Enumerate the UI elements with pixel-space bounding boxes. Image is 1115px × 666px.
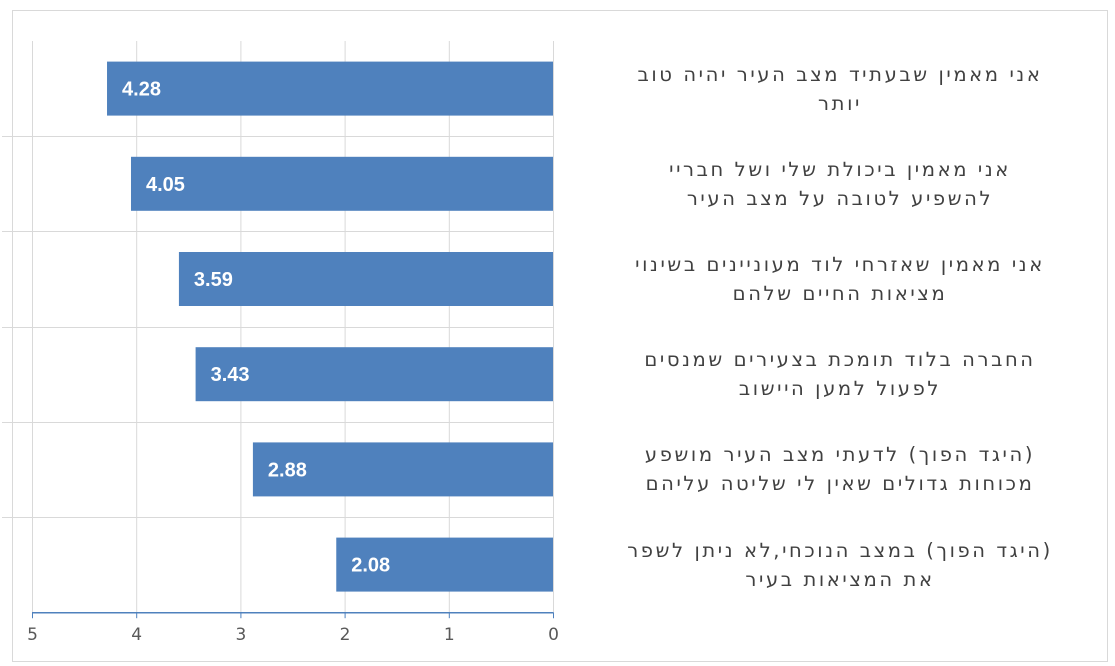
category-label-line: מציאות החיים שלהם	[732, 282, 948, 305]
bar-value-label: 2.08	[351, 555, 390, 577]
bar-value-label: 4.05	[146, 174, 185, 196]
x-tick-label: 5	[27, 625, 38, 645]
x-axis: 0 1 2 3 4 5	[27, 611, 559, 645]
category-label: החברה בלוד תומכת בצעירים שמנסים לפעול למע…	[580, 345, 1100, 403]
bar-4	[195, 347, 553, 402]
x-tick-label: 1	[444, 625, 455, 645]
x-tick-label: 2	[340, 625, 351, 645]
category-label: אני מאמין שבעתיד מצב העיר יהיה טוב יותר	[580, 60, 1100, 118]
category-label: (היגד הפוך) במצב הנוכחי,לא ניתן לשפר את ה…	[580, 536, 1100, 594]
category-label-line: אני מאמין שבעתיד מצב העיר יהיה טוב	[637, 62, 1043, 86]
bar-2	[130, 156, 554, 211]
bar-6	[336, 537, 553, 592]
category-label-line: (היגד הפוך) במצב הנוכחי,לא ניתן לשפר	[627, 538, 1053, 562]
bar-value-label: 3.59	[194, 269, 233, 291]
bar-5	[252, 442, 554, 497]
category-label-line: לפעול למען היישוב	[738, 377, 942, 401]
bar-value-label: 2.88	[268, 459, 307, 481]
category-label-line: אני מאמין ביכולת שלי ושל חבריי	[669, 157, 1011, 181]
x-tick-label: 3	[235, 625, 246, 645]
category-label: אני מאמין ביכולת שלי ושל חבריי להשפיע לטו…	[580, 155, 1100, 213]
bar-1	[107, 61, 554, 116]
bar-3	[178, 252, 553, 306]
gridlines	[2, 41, 554, 613]
category-label-line: את המציאות בעיר	[745, 567, 935, 591]
category-label-line: אני מאמין שאזרחי לוד מעוניינים בשינוי	[635, 253, 1045, 276]
category-label-line: יותר	[818, 91, 862, 115]
bar-value-label: 4.28	[122, 79, 161, 101]
bars: 4.28 4.05 3.59 3.43 2.88 2.08	[107, 61, 554, 592]
category-label-line: להשפיע לטובה על מצב העיר	[686, 186, 994, 210]
category-label-line: מכוחות גדולים שאין לי שליטה עליהם	[645, 472, 1035, 496]
category-label: אני מאמין שאזרחי לוד מעוניינים בשינוי מצי…	[580, 250, 1100, 308]
category-label: (היגד הפוך) לדעתי מצב העיר מושפע מכוחות ג…	[580, 440, 1100, 498]
x-tick-label: 0	[548, 625, 559, 645]
bar-value-label: 3.43	[211, 364, 250, 386]
category-label-line: החברה בלוד תומכת בצעירים שמנסים	[644, 348, 1036, 372]
chart-frame	[12, 10, 1108, 662]
x-tick-label: 4	[131, 625, 142, 645]
category-label-line: (היגד הפוך) לדעתי מצב העיר מושפע	[644, 443, 1036, 467]
